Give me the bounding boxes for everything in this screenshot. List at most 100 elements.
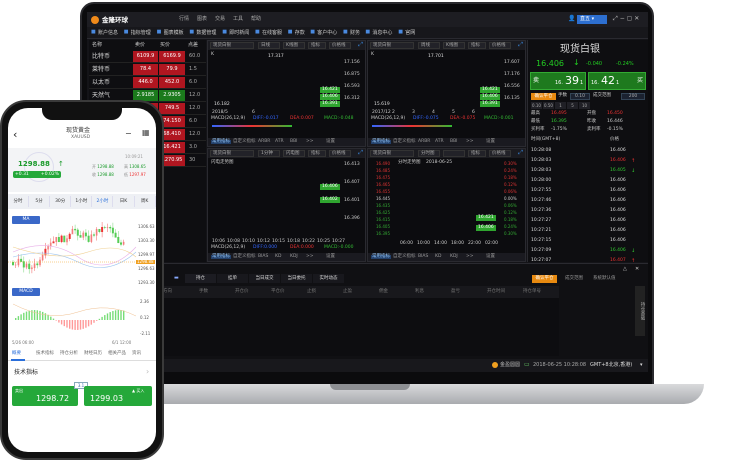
menu-0[interactable]: 行情	[179, 16, 190, 22]
sell-price[interactable]: 78.4	[133, 64, 158, 75]
buy-price[interactable]: 1270.95	[159, 155, 185, 166]
expand-icon[interactable]: ⤢	[358, 149, 363, 156]
expand-icon[interactable]: ⤢	[518, 41, 523, 48]
buy-button[interactable]: 16. 42 1 买	[588, 72, 646, 90]
indicator-tab[interactable]: >>	[306, 253, 314, 259]
chart-period-dropdown[interactable]: 日线	[258, 42, 280, 49]
period-tab[interactable]: 周K	[135, 196, 156, 207]
position-side-tab[interactable]: 持仓基础	[635, 286, 645, 336]
sell-price[interactable]: 2.9185	[133, 90, 158, 101]
timezone-select[interactable]: GMT+8北京,香港)	[590, 362, 633, 368]
chart-product-dropdown[interactable]: 现货白银	[370, 42, 414, 49]
chart-line-dropdown[interactable]: 价格线	[489, 150, 511, 157]
indicator-tab[interactable]: ATR	[435, 138, 444, 144]
confirm-close-button[interactable]: 确认平仓	[532, 275, 557, 283]
section-title[interactable]: 技术指标	[14, 369, 39, 376]
buy-price[interactable]: 68.410	[159, 129, 185, 140]
sell-price[interactable]: 6109.9	[133, 51, 158, 62]
menu-4[interactable]: 帮助	[251, 16, 262, 22]
position-tab[interactable]: 当日委托	[281, 274, 312, 283]
buy-price[interactable]: 452.0	[159, 77, 185, 88]
position-tab[interactable]: 当日成交	[249, 274, 280, 283]
chevron-down-icon[interactable]: ▾	[640, 362, 643, 368]
indicator-tab[interactable]: 自定义指标	[393, 138, 416, 144]
sell-button[interactable]: 卖 16. 39 1	[530, 72, 586, 90]
period-tab[interactable]: 30分	[50, 196, 72, 207]
chart-product-dropdown[interactable]: 现货白银	[210, 42, 254, 49]
menu-3[interactable]: 工具	[233, 16, 244, 22]
position-tab[interactable]: 实时动态	[313, 274, 344, 283]
toolbar-item[interactable]: 消息中心	[372, 29, 393, 36]
indicator-tab[interactable]: 设置	[486, 253, 495, 259]
info-tab[interactable]: 技术指标	[36, 351, 54, 356]
position-tab[interactable]: 挂单	[217, 274, 248, 283]
toolbar-item[interactable]: 即时新闻	[229, 29, 250, 36]
buy-price[interactable]: 2.9305	[159, 90, 185, 101]
chart-type-dropdown[interactable]: 闪电图	[283, 150, 305, 157]
indicator-tab[interactable]: ARBR	[258, 138, 271, 144]
indicator-tab[interactable]: BBI	[450, 138, 458, 144]
menu-1[interactable]: 图表	[197, 16, 208, 22]
ma-indicator-button[interactable]: MA	[12, 216, 40, 224]
indicator-tab[interactable]: BIAS	[418, 253, 429, 259]
chart-period-dropdown[interactable]: 1分钟	[258, 150, 280, 157]
indicator-tab[interactable]: KD	[435, 253, 442, 259]
info-tab[interactable]: 持仓分析	[60, 351, 78, 356]
buy-button[interactable]: ▲ 买入 1299.03	[84, 386, 152, 406]
toolbar-item[interactable]: 存款	[294, 29, 305, 36]
chart-line-dropdown[interactable]: 价格线	[329, 150, 351, 157]
user-icon[interactable]: 👤	[568, 15, 576, 22]
indicator-tab[interactable]: KD	[275, 253, 282, 259]
expand-icon[interactable]: ⤢	[518, 149, 523, 156]
default-value-label[interactable]: 系统默认值	[593, 276, 616, 281]
toolbar-item[interactable]: 图表模板	[163, 29, 184, 36]
buy-price[interactable]: 749.5	[159, 103, 185, 114]
indicator-tab[interactable]: 常用指标	[211, 253, 231, 259]
quick-lots-button[interactable]: 10	[579, 102, 590, 109]
chart-period-dropdown[interactable]: 分时图	[418, 150, 440, 157]
toolbar-item[interactable]: 客户中心	[317, 29, 338, 36]
period-tab[interactable]: 1小时	[71, 196, 93, 207]
minus-icon[interactable]: −	[125, 129, 132, 138]
toolbar-item[interactable]: 在线客服	[262, 29, 283, 36]
indicator-tab[interactable]: 设置	[326, 138, 335, 144]
chart-indicator-dropdown[interactable]: 指标	[308, 42, 326, 49]
watchlist-row[interactable]: 以太币 446.0 452.0 6.0	[89, 77, 206, 89]
indicator-tab[interactable]: BIAS	[258, 253, 269, 259]
indicator-tab[interactable]: >>	[466, 138, 474, 144]
period-tab[interactable]: 日K	[114, 196, 135, 207]
indicator-tab[interactable]: KDJ	[290, 253, 298, 259]
sell-price[interactable]: 446.0	[133, 77, 158, 88]
period-tab[interactable]: 2小时	[92, 196, 114, 207]
position-tab[interactable]: 持仓	[185, 274, 216, 283]
menu-2[interactable]: 交易	[215, 16, 226, 22]
toolbar-item[interactable]: 账户信息	[98, 29, 119, 36]
indicator-tab[interactable]: >>	[466, 253, 474, 259]
chart-product-dropdown[interactable]: 现货白银	[370, 150, 414, 157]
chart-period-dropdown[interactable]: 周线	[418, 42, 440, 49]
sell-button[interactable]: 卖出 1298.72	[12, 386, 78, 406]
range-label[interactable]: 成交范围	[565, 276, 583, 281]
chart-indicator-dropdown[interactable]: 指标	[468, 42, 486, 49]
toolbar-item[interactable]: 财务	[350, 29, 361, 36]
watchlist-row[interactable]: 比特币 6109.9 6169.9 60.0	[89, 51, 206, 63]
chart-product-dropdown[interactable]: 现货白银	[210, 150, 254, 157]
buy-price[interactable]: 16.421	[159, 142, 185, 153]
toolbar-item[interactable]: 官网	[405, 29, 416, 36]
chart-type-dropdown[interactable]: K线图	[283, 42, 305, 49]
range-input[interactable]: 200	[621, 93, 645, 100]
indicator-tab[interactable]: 常用指标	[371, 253, 391, 259]
period-tab[interactable]: 5分	[29, 196, 51, 207]
account-dropdown[interactable]: 直五 ▾	[577, 15, 607, 24]
macd-indicator-button[interactable]: MACD	[12, 288, 40, 296]
chart-type-dropdown[interactable]	[443, 150, 465, 157]
window-controls[interactable]: ⤢ − ▢ ✕	[613, 15, 640, 22]
quick-lots-button[interactable]: 0.50	[543, 102, 554, 109]
lots-input[interactable]: 0.10	[570, 93, 590, 100]
indicator-tab[interactable]: 设置	[326, 253, 335, 259]
chart-indicator-dropdown[interactable]: 指标	[468, 150, 486, 157]
indicator-tab[interactable]: 自定义指标	[233, 253, 256, 259]
indicator-tab[interactable]: 设置	[486, 138, 495, 144]
indicator-tab[interactable]: 常用指标	[371, 138, 391, 144]
close-icon[interactable]: ✕	[635, 266, 640, 272]
